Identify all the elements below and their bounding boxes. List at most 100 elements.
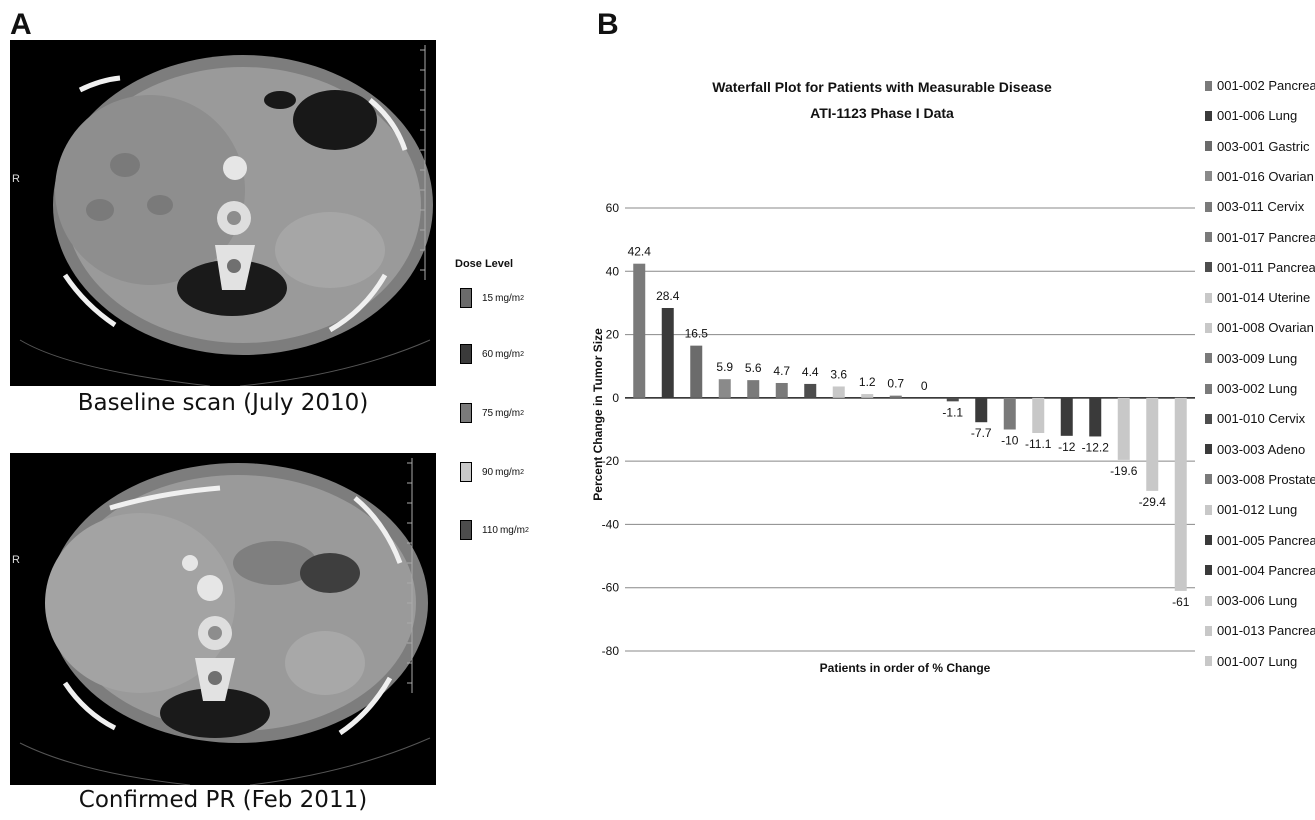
legend-item: 003-002 Lung: [1205, 381, 1297, 396]
dose-swatch: [460, 462, 472, 482]
dose-unit: mg/m: [495, 466, 521, 478]
baseline-scan-caption: Baseline scan (July 2010): [77, 390, 369, 416]
legend-item: 003-006 Lung: [1205, 593, 1297, 608]
legend-item: 001-013 Pancreas: [1205, 623, 1315, 638]
legend-item: 001-004 Pancreas: [1205, 563, 1315, 578]
bar-value-label: -7.7: [971, 426, 992, 440]
dose-unit: mg/m: [495, 292, 521, 304]
legend-label: 003-008 Prostate: [1217, 471, 1315, 487]
legend-swatch: [1205, 262, 1212, 273]
legend-label: 003-002 Lung: [1217, 381, 1298, 396]
bar-value-label: -19.6: [1110, 464, 1138, 478]
dose-legend-item: 15 mg/m 2: [460, 288, 524, 308]
confirmed-pr-caption: Confirmed PR (Feb 2011): [78, 787, 368, 813]
bar-value-label: 1.2: [859, 375, 876, 389]
bar-value-label: 4.4: [802, 365, 819, 379]
bar: [1174, 397, 1187, 591]
bar: [661, 307, 674, 398]
legend-item: 001-010 Cervix: [1205, 411, 1305, 426]
bar: [832, 386, 845, 398]
orientation-mark-bottom: R: [12, 554, 20, 566]
bar: [1089, 397, 1102, 437]
panel-b-letter: B: [597, 8, 619, 41]
legend-swatch: [1205, 565, 1212, 576]
legend-label: 001-016 Ovarian: [1217, 168, 1314, 184]
waterfall-chart: Waterfall Plot for Patients with Measura…: [591, 79, 1195, 675]
legend-item: 001-002 Pancreas: [1205, 78, 1315, 93]
legend-label: 003-003 Adeno: [1217, 441, 1306, 457]
bar: [775, 382, 788, 398]
legend-item: 001-008 Ovarian: [1205, 320, 1314, 335]
bar: [1117, 397, 1130, 460]
dose-unit: mg/m: [495, 407, 521, 419]
confirmed-pr-ct-image: R: [10, 453, 436, 785]
y-axis-label: Percent Change in Tumor Size: [591, 328, 605, 501]
bar-value-label: 0.7: [887, 377, 904, 391]
dose-unit-exponent: 2: [520, 468, 525, 476]
bar: [633, 263, 646, 398]
y-tick-label: -80: [602, 644, 620, 658]
dose-value: 110: [482, 524, 498, 536]
dose-level-title: Dose Level: [455, 258, 514, 270]
bar-value-label: 3.6: [830, 367, 847, 381]
bar-value-label: -11.1: [1025, 437, 1052, 451]
legend-swatch: [1205, 292, 1212, 303]
dose-swatch: [460, 344, 472, 364]
bar-value-label: 42.4: [628, 245, 652, 259]
bar-value-label: -1.1: [942, 405, 963, 419]
dose-level-legend: Dose Level 15 mg/m 2 60 mg/m 2 75 mg/m 2 90 mg/m 2 1…: [450, 258, 550, 540]
legend-swatch: [1205, 322, 1212, 333]
legend-swatch: [1205, 625, 1212, 636]
legend-label: 001-006 Lung: [1217, 108, 1298, 124]
legend-item: 001-005 Pancreas: [1205, 533, 1315, 548]
dose-legend-item: 60 mg/m 2: [460, 344, 524, 364]
bar-value-label: -12: [1058, 440, 1076, 454]
bar-value-label: 5.9: [716, 360, 733, 374]
baseline-ct-image: R: [10, 40, 436, 386]
dose-swatch: [460, 288, 472, 308]
dose-legend-item: 110 mg/m 2: [460, 520, 529, 540]
legend-label: 001-010 Cervix: [1217, 411, 1306, 427]
legend-label: 001-008 Ovarian: [1217, 320, 1314, 336]
legend-item: 003-003 Adeno: [1205, 442, 1305, 457]
chart-title: Waterfall Plot for Patients with Measura…: [712, 79, 1052, 95]
dose-unit: mg/m: [495, 348, 521, 360]
legend-swatch: [1205, 232, 1212, 242]
legend-label: 001-014 Uterine: [1217, 290, 1311, 306]
panel-a-letter: A: [10, 8, 32, 41]
dose-unit-exponent: 2: [520, 294, 525, 302]
legend-label: 001-013 Pancreas: [1217, 623, 1315, 639]
legend-label: 001-012 Lung: [1217, 502, 1298, 518]
legend-label: 001-011 Pancreas: [1217, 259, 1315, 275]
bar: [1003, 397, 1016, 430]
legend-swatch: [1205, 110, 1212, 121]
y-tick-label: -20: [602, 454, 620, 468]
dose-value: 75: [482, 407, 494, 419]
dose-value: 60: [482, 348, 494, 360]
bar: [1146, 397, 1159, 491]
legend-swatch: [1205, 535, 1212, 545]
dose-legend-item: 75 mg/m 2: [460, 403, 524, 423]
legend-swatch: [1205, 474, 1212, 485]
bar-value-label: -61: [1172, 595, 1190, 609]
legend-item: 003-008 Prostate: [1205, 472, 1315, 487]
legend-swatch: [1205, 504, 1212, 515]
y-tick-label: -60: [602, 581, 620, 595]
legend-label: 001-017 Pancreas: [1217, 229, 1315, 245]
legend-swatch: [1205, 171, 1212, 182]
y-tick-label: 60: [606, 201, 620, 215]
dose-unit-exponent: 2: [520, 409, 525, 417]
y-tick-label: 40: [606, 264, 620, 278]
y-tick-label: -40: [602, 517, 620, 531]
legend-swatch: [1205, 595, 1212, 606]
legend-swatch: [1205, 201, 1212, 212]
dose-value: 15: [482, 292, 494, 304]
bar: [861, 394, 874, 398]
dose-legend-item: 90 mg/m 2: [460, 462, 524, 482]
bar: [718, 379, 731, 398]
legend-swatch: [1205, 444, 1212, 455]
bar-value-label: -10: [1001, 434, 1019, 448]
bar-value-label: -12.2: [1082, 440, 1110, 454]
legend-item: 001-012 Lung: [1205, 502, 1297, 517]
dose-unit: mg/m: [499, 524, 525, 536]
